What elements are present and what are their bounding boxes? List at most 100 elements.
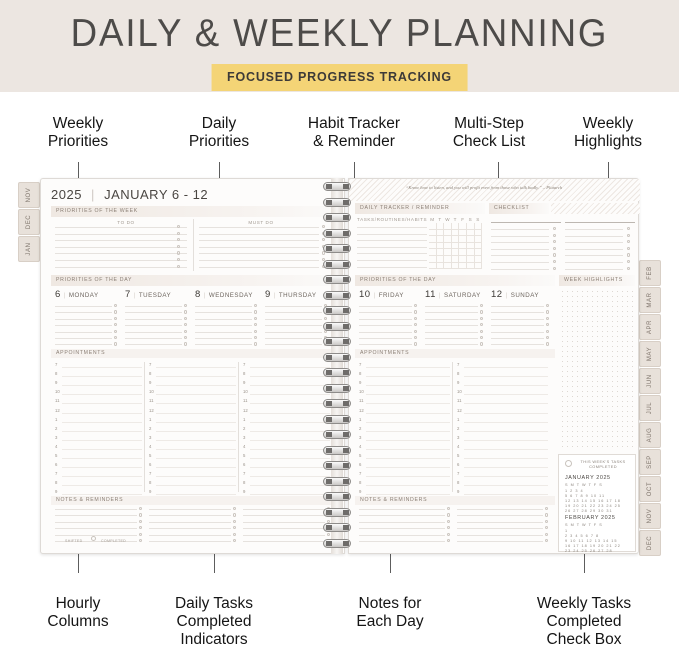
month-tab-left-nov[interactable]: NOV [18, 182, 40, 208]
month-tab-right-nov-2[interactable]: NOV [639, 503, 661, 529]
appointment-line[interactable] [250, 458, 330, 459]
appointment-line[interactable] [250, 494, 330, 496]
writing-line[interactable] [125, 318, 182, 320]
writing-line[interactable] [357, 260, 427, 261]
writing-line[interactable] [195, 325, 252, 327]
writing-line[interactable] [359, 325, 412, 327]
tracker-checkbox[interactable] [474, 236, 483, 243]
writing-line[interactable] [359, 306, 412, 307]
writing-line[interactable] [55, 260, 187, 261]
completion-circle[interactable] [114, 329, 118, 333]
completion-circle[interactable] [139, 539, 143, 543]
appointment-line[interactable] [464, 412, 548, 414]
writing-line[interactable] [491, 262, 549, 263]
appointment-line[interactable] [366, 394, 450, 396]
month-tab-right-may[interactable]: MAY [639, 341, 661, 367]
tracker-checkbox[interactable] [451, 236, 460, 243]
writing-line[interactable] [149, 541, 231, 542]
completion-circle[interactable] [546, 310, 550, 314]
tracker-checkbox[interactable] [467, 262, 475, 270]
tracker-checkbox[interactable] [467, 236, 475, 243]
appointment-line[interactable] [250, 367, 330, 368]
writing-line[interactable] [55, 541, 137, 542]
writing-line[interactable] [359, 541, 445, 542]
mini-calendar-week[interactable]: 1 [565, 529, 569, 533]
completion-circle[interactable] [184, 316, 188, 320]
completion-circle[interactable] [447, 526, 451, 530]
writing-line[interactable] [125, 338, 182, 339]
appointment-line[interactable] [156, 439, 236, 441]
writing-line[interactable] [359, 528, 445, 530]
month-tab-right-oct-2[interactable]: OCT [639, 476, 661, 502]
appointment-line[interactable] [366, 412, 450, 414]
writing-line[interactable] [491, 242, 549, 244]
appointment-line[interactable] [464, 494, 548, 496]
writing-line[interactable] [457, 534, 543, 536]
tracker-checkbox[interactable] [444, 229, 452, 237]
completion-circle[interactable] [545, 507, 549, 511]
appointment-line[interactable] [62, 394, 142, 396]
completion-circle[interactable] [553, 260, 557, 264]
writing-line[interactable] [357, 227, 427, 228]
day-header-tuesday[interactable]: 7 | TUESDAY [125, 289, 171, 300]
mini-calendar-week[interactable]: 1 2 3 4 [565, 489, 584, 493]
tracker-checkbox[interactable] [429, 236, 437, 243]
appointment-line[interactable] [156, 494, 236, 496]
appointment-line[interactable] [366, 430, 450, 432]
appointment-line[interactable] [250, 421, 330, 423]
writing-line[interactable] [425, 338, 478, 339]
tracker-checkbox[interactable] [467, 229, 475, 237]
appointment-line[interactable] [250, 476, 330, 478]
completion-circle[interactable] [627, 240, 631, 244]
writing-line[interactable] [243, 528, 325, 530]
completion-circle[interactable] [414, 329, 418, 333]
mini-calendar-week[interactable]: 2 3 4 5 6 7 8 [565, 534, 600, 538]
completion-circle[interactable] [139, 532, 143, 536]
writing-line[interactable] [199, 227, 319, 228]
writing-line[interactable] [199, 240, 319, 242]
writing-line[interactable] [55, 528, 137, 530]
appointment-line[interactable] [250, 430, 330, 432]
writing-line[interactable] [55, 338, 112, 339]
completion-circle[interactable] [233, 513, 237, 517]
writing-line[interactable] [199, 260, 319, 261]
mini-calendar-week[interactable]: 16 17 18 19 20 21 22 [565, 544, 621, 548]
writing-line[interactable] [125, 331, 182, 333]
completion-circle[interactable] [177, 251, 181, 255]
completion-circle[interactable] [546, 316, 550, 320]
completion-circle[interactable] [447, 532, 451, 536]
writing-line[interactable] [265, 318, 322, 320]
tracker-checkbox[interactable] [436, 242, 445, 250]
tracker-checkbox[interactable] [436, 236, 445, 243]
appointment-line[interactable] [366, 376, 450, 378]
writing-line[interactable] [565, 262, 623, 263]
appointment-line[interactable] [250, 439, 330, 441]
writing-line[interactable] [55, 240, 187, 242]
appointment-line[interactable] [366, 467, 450, 469]
appointment-line[interactable] [156, 485, 236, 487]
writing-line[interactable] [491, 255, 549, 257]
writing-line[interactable] [359, 338, 412, 339]
appointment-line[interactable] [62, 412, 142, 414]
completion-circle[interactable] [414, 304, 418, 308]
mini-calendar-week[interactable]: 12 13 14 15 16 17 18 [565, 499, 621, 503]
writing-line[interactable] [125, 344, 182, 346]
tracker-checkbox[interactable] [429, 223, 437, 230]
tracker-checkbox[interactable] [467, 256, 475, 263]
appointment-line[interactable] [464, 430, 548, 432]
writing-line[interactable] [125, 312, 182, 314]
day-header-thursday[interactable]: 9 | THURSDAY [265, 289, 316, 300]
writing-line[interactable] [491, 318, 544, 320]
day-header-friday[interactable]: 10 | FRIDAY [359, 289, 404, 300]
completion-circle[interactable] [139, 526, 143, 530]
completion-circle[interactable] [184, 329, 188, 333]
week-highlights-dot-grid[interactable] [560, 289, 634, 449]
completion-circle[interactable] [139, 519, 143, 523]
completion-circle[interactable] [254, 304, 258, 308]
appointment-line[interactable] [366, 494, 450, 496]
writing-line[interactable] [55, 306, 112, 307]
writing-line[interactable] [425, 331, 478, 333]
tracker-checkbox[interactable] [436, 223, 445, 230]
tracker-checkbox[interactable] [467, 242, 475, 250]
tracker-checkbox[interactable] [459, 236, 467, 243]
